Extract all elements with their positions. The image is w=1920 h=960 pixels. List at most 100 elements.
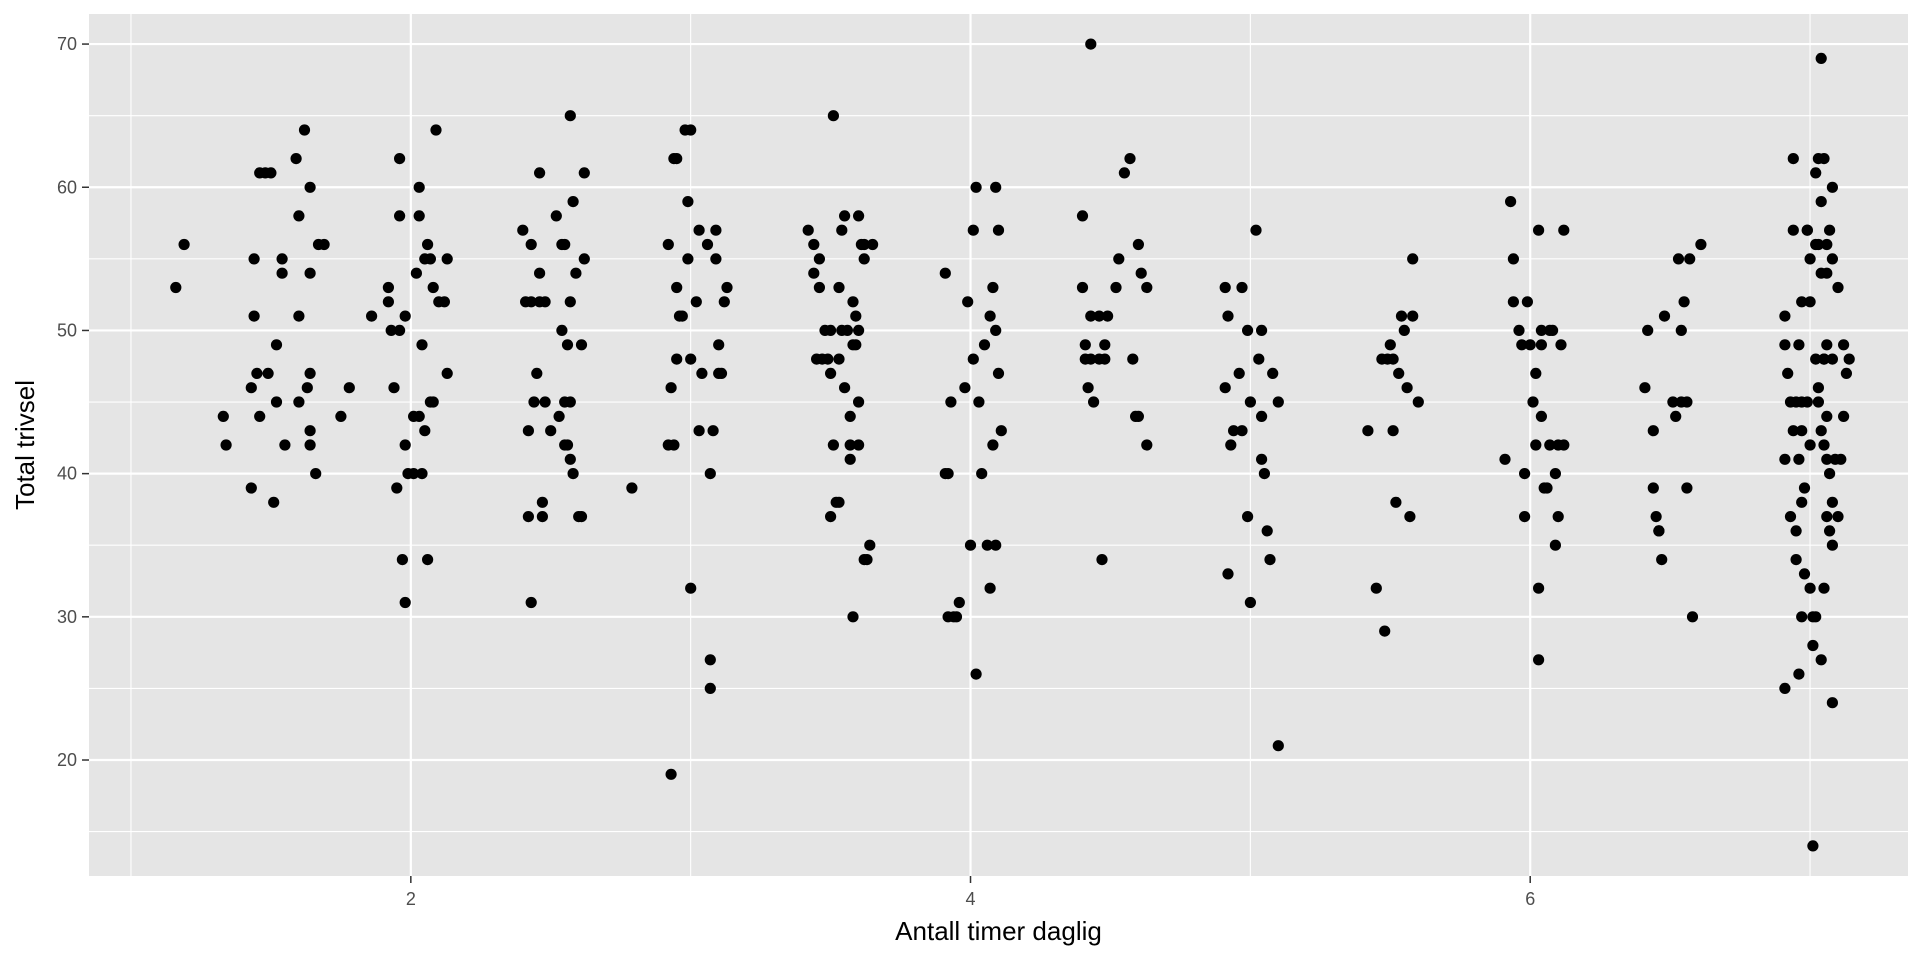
data-point: [408, 468, 420, 480]
data-point: [1656, 554, 1668, 566]
data-point: [1793, 668, 1805, 680]
data-point: [413, 210, 425, 222]
data-point: [662, 238, 674, 251]
data-point: [545, 425, 557, 437]
data-point: [385, 324, 397, 336]
data-point: [847, 296, 859, 308]
data-point: [1796, 611, 1808, 623]
data-point: [534, 167, 546, 179]
data-point: [858, 253, 870, 265]
data-point: [1642, 324, 1654, 336]
data-point: [539, 296, 551, 308]
data-point: [1499, 453, 1511, 465]
data-point: [522, 425, 535, 437]
data-point: [970, 181, 982, 193]
data-point: [1821, 238, 1833, 251]
data-point: [1810, 167, 1822, 179]
data-point: [1793, 453, 1805, 465]
data-point: [813, 253, 826, 265]
data-point: [1818, 582, 1830, 594]
data-point: [1110, 281, 1122, 294]
data-point: [304, 181, 316, 193]
data-point: [1812, 382, 1824, 394]
data-point: [1804, 582, 1816, 594]
data-point: [1647, 482, 1659, 494]
data-point: [1793, 339, 1805, 351]
data-point: [343, 382, 355, 394]
data-point: [1533, 582, 1545, 594]
data-point: [827, 110, 840, 122]
data-point: [1807, 639, 1819, 652]
data-point: [1082, 382, 1094, 394]
data-point: [1233, 367, 1245, 379]
data-point: [1821, 339, 1833, 351]
data-point: [304, 425, 316, 437]
major-gridlines: [89, 14, 1908, 876]
data-point: [1225, 439, 1237, 451]
data-point: [1818, 353, 1830, 365]
data-point: [671, 153, 683, 165]
data-point: [713, 339, 725, 351]
data-point: [1790, 554, 1802, 566]
data-point: [304, 439, 316, 451]
data-point: [254, 410, 266, 422]
data-point: [1244, 396, 1256, 408]
data-point: [564, 453, 576, 465]
data-point: [844, 453, 856, 465]
data-point: [1672, 253, 1685, 265]
data-point: [1093, 310, 1105, 322]
data-point: [399, 596, 411, 609]
data-point: [1362, 425, 1374, 437]
data-point: [704, 468, 716, 480]
data-point: [992, 224, 1005, 236]
data-point: [427, 396, 439, 408]
data-point: [525, 238, 537, 251]
data-point: [1821, 410, 1833, 422]
data-point: [1079, 339, 1091, 351]
data-point: [693, 425, 705, 437]
data-point: [1838, 410, 1850, 422]
data-point: [1826, 697, 1838, 709]
data-point: [248, 253, 260, 265]
data-point: [839, 210, 851, 222]
y-tick-label: 40: [57, 464, 77, 484]
data-point: [265, 167, 277, 179]
data-point: [1393, 367, 1405, 379]
data-point: [304, 367, 316, 379]
data-point: [1519, 510, 1531, 523]
data-point: [1787, 153, 1799, 165]
data-point: [567, 468, 579, 480]
data-points: [170, 38, 1855, 852]
data-point: [1670, 410, 1682, 422]
data-point: [1250, 224, 1262, 236]
data-point: [293, 310, 305, 322]
data-point: [1658, 310, 1671, 322]
data-point: [1787, 425, 1799, 437]
data-point: [1815, 196, 1827, 208]
data-point: [665, 382, 677, 394]
data-point: [1141, 439, 1153, 451]
data-point: [1815, 52, 1827, 64]
data-point: [578, 253, 590, 265]
data-point: [394, 153, 406, 165]
data-point: [1826, 253, 1838, 265]
data-point: [1533, 654, 1545, 666]
data-point: [1686, 611, 1699, 623]
data-point: [853, 210, 865, 222]
data-point: [575, 339, 588, 351]
data-point: [170, 281, 182, 294]
data-point: [1236, 281, 1248, 294]
data-point: [1412, 396, 1424, 408]
data-point: [1256, 410, 1268, 422]
data-point: [270, 339, 283, 351]
data-point: [1838, 339, 1850, 351]
data-point: [430, 124, 442, 136]
data-point: [853, 324, 865, 336]
data-point: [1096, 554, 1108, 566]
y-axis: 20 30 40 50 60 70: [57, 34, 89, 770]
data-point: [1675, 324, 1687, 336]
data-point: [1547, 324, 1559, 336]
data-point: [1804, 296, 1816, 308]
data-point: [1818, 439, 1830, 451]
data-point: [382, 281, 394, 294]
